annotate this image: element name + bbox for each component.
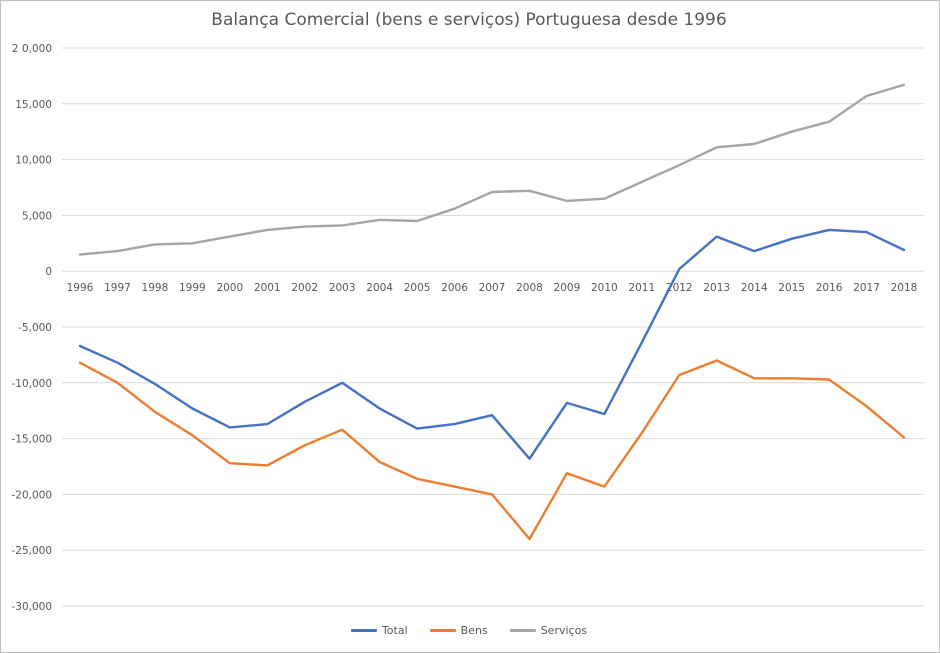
y-tick-label: 2 0,000: [12, 43, 52, 55]
series-line: [78, 359, 906, 541]
chart-legend: Total Bens Serviços: [0, 624, 938, 637]
legend-label: Total: [381, 624, 408, 637]
series-line: [78, 228, 906, 460]
legend-label: Bens: [460, 624, 488, 637]
x-tick-label: 2003: [329, 282, 356, 294]
x-tick-label: 2006: [441, 282, 468, 294]
x-tick-label: 1998: [142, 282, 169, 294]
y-tick-label: -15,000: [11, 434, 52, 446]
x-tick-label: 2011: [628, 282, 655, 294]
legend-entry: Serviços: [509, 624, 588, 637]
x-tick-label: 2018: [891, 282, 918, 294]
x-tick-label: 2001: [254, 282, 281, 294]
x-tick-label: 2005: [404, 282, 431, 294]
y-tick-label: -10,000: [11, 378, 52, 390]
x-tick-label: 2017: [853, 282, 880, 294]
x-tick-label: 2016: [816, 282, 843, 294]
y-tick-label: 10,000: [15, 155, 52, 167]
x-tick-label: 1999: [179, 282, 206, 294]
x-tick-label: 2010: [591, 282, 618, 294]
legend-label: Serviços: [540, 624, 588, 637]
y-tick-label: 5,000: [22, 210, 52, 222]
x-tick-label: 2015: [778, 282, 805, 294]
y-tick-label: -5,000: [18, 322, 52, 334]
x-tick-label: 1997: [104, 282, 131, 294]
legend-swatch: [429, 629, 456, 632]
legend-entry: Bens: [429, 624, 488, 637]
y-tick-label: -25,000: [11, 545, 52, 557]
x-tick-label: 2004: [366, 282, 393, 294]
chart-title: Balança Comercial (bens e serviços) Port…: [211, 10, 727, 30]
y-tick-label: 0: [45, 266, 52, 278]
x-tick-label: 1996: [67, 282, 94, 294]
x-tick-label: 2013: [703, 282, 730, 294]
series-line: [78, 83, 906, 256]
x-tick-label: 2009: [554, 282, 581, 294]
legend-swatch: [350, 629, 377, 632]
y-tick-label: -20,000: [11, 489, 52, 501]
legend-entry: Total: [350, 624, 408, 637]
x-tick-label: 2008: [516, 282, 543, 294]
x-tick-label: 2000: [216, 282, 243, 294]
x-tick-label: 2014: [741, 282, 768, 294]
x-tick-label: 2002: [291, 282, 318, 294]
legend-swatch: [509, 629, 536, 632]
x-tick-label: 2012: [666, 282, 693, 294]
x-tick-label: 2007: [479, 282, 506, 294]
y-tick-label: -30,000: [11, 601, 52, 613]
y-tick-label: 15,000: [15, 99, 52, 111]
